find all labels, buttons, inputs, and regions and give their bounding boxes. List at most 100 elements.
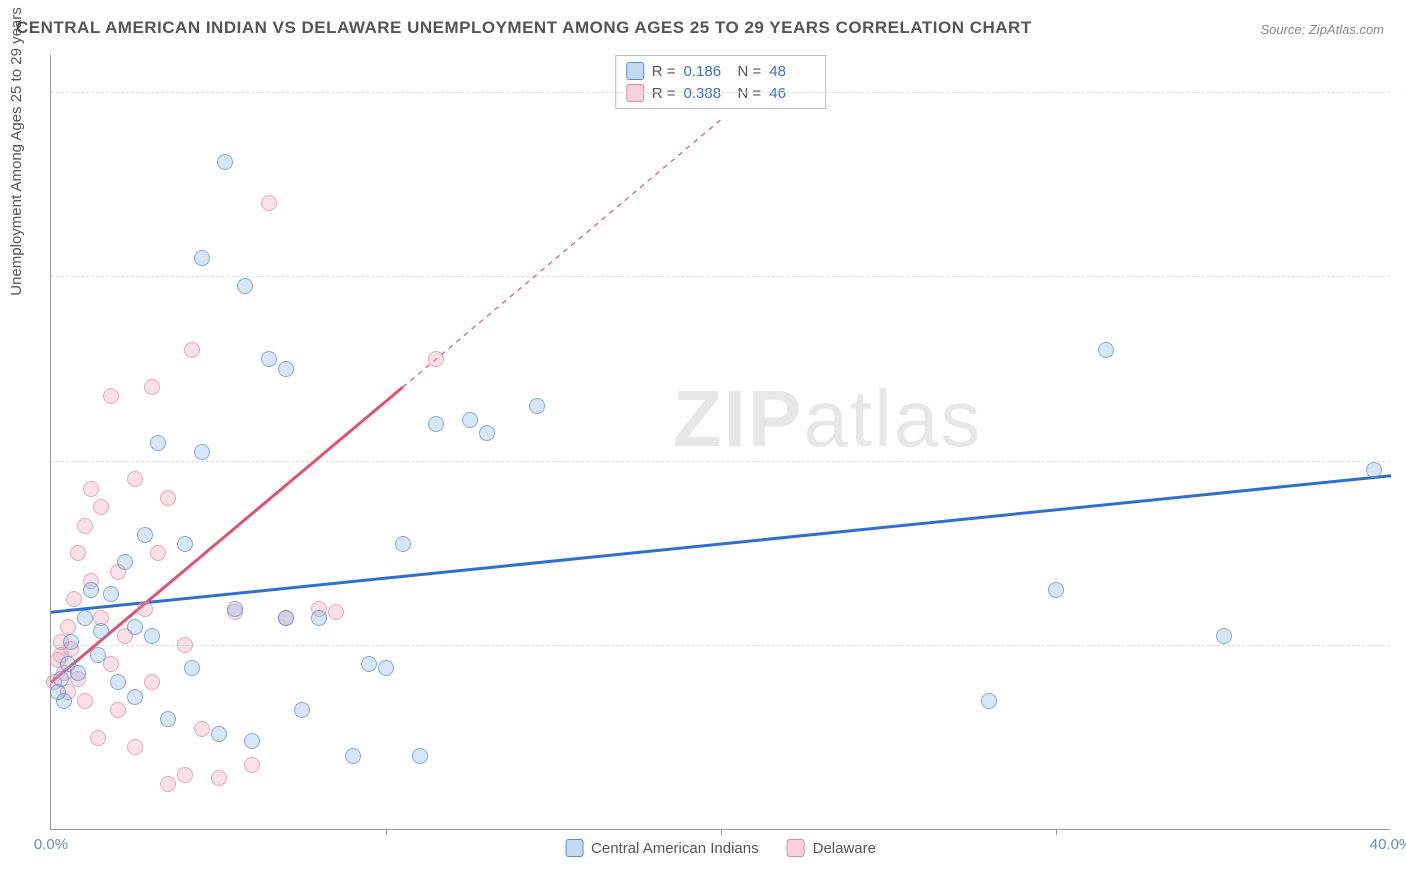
swatch-series-b-icon <box>787 839 805 857</box>
scatter-point-a <box>150 435 166 451</box>
scatter-point-b <box>194 721 210 737</box>
swatch-series-b-icon <box>626 84 644 102</box>
legend-item-b: Delaware <box>787 839 876 857</box>
scatter-point-b <box>77 518 93 534</box>
scatter-point-a <box>278 610 294 626</box>
trend-lines-svg <box>51 55 1390 829</box>
scatter-point-b <box>60 619 76 635</box>
scatter-point-a <box>127 619 143 635</box>
scatter-point-a <box>345 748 361 764</box>
trend-line <box>51 476 1391 613</box>
scatter-point-b <box>144 674 160 690</box>
scatter-point-b <box>328 604 344 620</box>
scatter-point-a <box>160 711 176 727</box>
chart-title: CENTRAL AMERICAN INDIAN VS DELAWARE UNEM… <box>16 18 1032 38</box>
scatter-point-b <box>93 499 109 515</box>
scatter-point-b <box>144 379 160 395</box>
scatter-point-a <box>378 660 394 676</box>
gridline-horizontal <box>51 92 1390 93</box>
trend-line <box>403 120 721 388</box>
stats-row-a: R = 0.186 N = 48 <box>626 60 816 82</box>
scatter-point-a <box>361 656 377 672</box>
watermark-bold: ZIP <box>673 374 803 463</box>
r-label: R = <box>652 85 676 102</box>
scatter-point-a <box>117 554 133 570</box>
scatter-point-a <box>261 351 277 367</box>
scatter-point-b <box>66 591 82 607</box>
scatter-point-b <box>160 490 176 506</box>
x-tick-label: 40.0% <box>1370 836 1406 853</box>
scatter-point-b <box>103 656 119 672</box>
scatter-point-a <box>211 726 227 742</box>
scatter-point-a <box>194 444 210 460</box>
scatter-point-a <box>63 634 79 650</box>
scatter-point-b <box>428 351 444 367</box>
x-tick-mark <box>386 829 387 835</box>
scatter-point-a <box>110 674 126 690</box>
scatter-point-b <box>211 770 227 786</box>
stats-row-b: R = 0.388 N = 46 <box>626 82 816 104</box>
x-tick-label: 0.0% <box>34 836 68 853</box>
swatch-series-a-icon <box>565 839 583 857</box>
scatter-point-a <box>479 425 495 441</box>
scatter-point-b <box>90 730 106 746</box>
scatter-point-a <box>412 748 428 764</box>
scatter-point-a <box>981 693 997 709</box>
x-tick-mark <box>1056 829 1057 835</box>
legend-label-b: Delaware <box>813 840 876 857</box>
scatter-point-a <box>217 154 233 170</box>
r-value-a: 0.186 <box>684 63 730 80</box>
scatter-point-a <box>83 582 99 598</box>
scatter-point-a <box>93 623 109 639</box>
scatter-point-a <box>395 536 411 552</box>
watermark: ZIPatlas <box>673 373 982 465</box>
scatter-point-a <box>529 398 545 414</box>
scatter-point-b <box>244 757 260 773</box>
n-label: N = <box>738 85 762 102</box>
scatter-point-a <box>77 610 93 626</box>
scatter-point-b <box>137 601 153 617</box>
scatter-point-a <box>144 628 160 644</box>
scatter-point-b <box>127 739 143 755</box>
scatter-point-b <box>160 776 176 792</box>
bottom-legend: Central American Indians Delaware <box>565 839 876 857</box>
stats-legend: R = 0.186 N = 48 R = 0.388 N = 46 <box>615 55 827 109</box>
r-value-b: 0.388 <box>684 85 730 102</box>
scatter-point-a <box>137 527 153 543</box>
gridline-horizontal <box>51 276 1390 277</box>
x-tick-mark <box>721 829 722 835</box>
scatter-point-a <box>50 684 66 700</box>
gridline-horizontal <box>51 461 1390 462</box>
scatter-point-a <box>311 610 327 626</box>
scatter-point-a <box>278 361 294 377</box>
scatter-point-a <box>90 647 106 663</box>
scatter-point-b <box>70 545 86 561</box>
scatter-point-a <box>1216 628 1232 644</box>
scatter-point-a <box>194 250 210 266</box>
n-label: N = <box>738 63 762 80</box>
scatter-point-a <box>294 702 310 718</box>
plot-area: ZIPatlas R = 0.186 N = 48 R = 0.388 N = … <box>50 55 1390 830</box>
scatter-point-a <box>1366 462 1382 478</box>
scatter-point-b <box>177 637 193 653</box>
n-value-b: 46 <box>769 85 815 102</box>
scatter-point-a <box>60 656 76 672</box>
scatter-point-b <box>150 545 166 561</box>
scatter-point-b <box>83 481 99 497</box>
scatter-point-a <box>227 601 243 617</box>
n-value-a: 48 <box>769 63 815 80</box>
source-attribution: Source: ZipAtlas.com <box>1260 22 1384 37</box>
scatter-point-a <box>103 586 119 602</box>
scatter-point-a <box>462 412 478 428</box>
scatter-point-b <box>110 702 126 718</box>
r-label: R = <box>652 63 676 80</box>
watermark-thin: atlas <box>803 374 982 463</box>
scatter-point-a <box>1098 342 1114 358</box>
scatter-point-b <box>177 767 193 783</box>
scatter-point-b <box>77 693 93 709</box>
swatch-series-a-icon <box>626 62 644 80</box>
scatter-point-a <box>237 278 253 294</box>
scatter-point-b <box>103 388 119 404</box>
legend-item-a: Central American Indians <box>565 839 759 857</box>
gridline-horizontal <box>51 645 1390 646</box>
